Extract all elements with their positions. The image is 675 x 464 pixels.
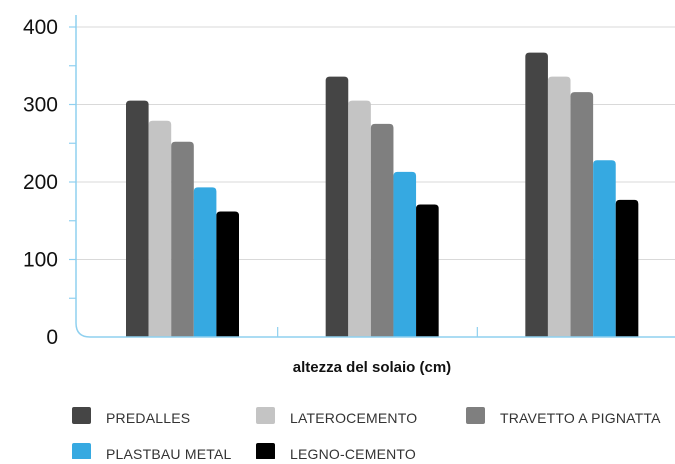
- bar: [525, 52, 548, 337]
- legend: PREDALLES LATEROCEMENTO TRAVETTO A PIGNATT…: [72, 407, 661, 462]
- bar: [547, 76, 571, 337]
- axes: [69, 15, 675, 338]
- bar: [593, 160, 616, 337]
- y-tick-label: 300: [23, 94, 58, 117]
- bar: [325, 76, 349, 337]
- bar: [393, 171, 417, 337]
- legend-label: LEGNO-CEMENTO: [290, 446, 416, 459]
- bar: [370, 123, 394, 337]
- legend-swatch: [72, 407, 91, 424]
- legend-swatch: [256, 407, 275, 424]
- legend-swatch: [72, 443, 91, 460]
- bar: [615, 199, 639, 337]
- bar: [148, 120, 172, 338]
- bar: [126, 100, 149, 337]
- y-tick-labels: 0 100 200 300 400: [23, 16, 58, 349]
- legend-label: LATEROCEMENTO: [290, 410, 417, 426]
- legend-item: PREDALLES: [72, 407, 190, 426]
- x-axis-title: altezza del solaio (cm): [293, 359, 451, 376]
- legend-swatch: [256, 443, 275, 460]
- legend-item: LEGNO-CEMENTO: [256, 443, 416, 462]
- legend-item: TRAVETTO A PIGNATTA: [466, 407, 661, 426]
- axis-line: [75, 15, 675, 338]
- y-tick-label: 100: [23, 249, 58, 272]
- y-tick-label: 400: [23, 16, 58, 39]
- bar: [171, 141, 194, 337]
- bar: [348, 100, 371, 337]
- y-tick-label: 0: [46, 326, 58, 349]
- bar: [416, 204, 439, 337]
- y-tick-label: 200: [23, 171, 58, 194]
- bars: [126, 52, 639, 338]
- legend-label: TRAVETTO A PIGNATTA: [500, 410, 661, 426]
- legend-item: LATEROCEMENTO: [256, 407, 417, 426]
- legend-item: PLASTBAU METAL: [72, 443, 231, 462]
- bar: [216, 211, 239, 337]
- bar: [570, 92, 594, 337]
- legend-swatch: [466, 407, 485, 424]
- legend-label: PREDALLES: [106, 410, 190, 426]
- bar: [193, 187, 217, 337]
- legend-label: PLASTBAU METAL: [106, 446, 231, 459]
